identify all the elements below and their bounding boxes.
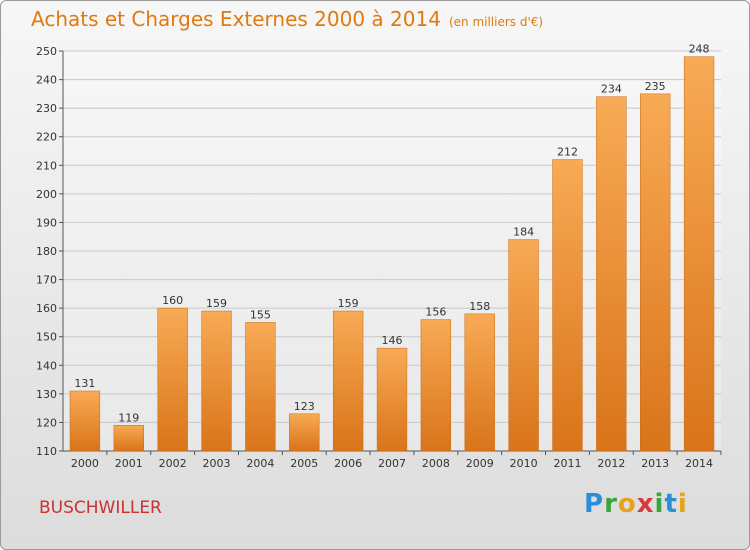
logo-letter: i — [654, 489, 665, 519]
bar — [552, 159, 583, 452]
data-label: 158 — [469, 300, 490, 313]
bar — [683, 56, 715, 452]
y-tick-label: 240 — [36, 74, 57, 87]
x-tick-label: 2009 — [466, 457, 494, 470]
data-label: 146 — [382, 334, 403, 347]
bar — [464, 313, 495, 452]
y-tick-label: 230 — [36, 102, 57, 115]
bar — [420, 319, 452, 452]
x-tick-label: 2014 — [685, 457, 713, 470]
bar — [289, 413, 320, 452]
data-label: 155 — [250, 308, 271, 321]
y-tick-label: 250 — [36, 45, 57, 58]
logo-letter: x — [636, 489, 655, 519]
x-tick-label: 2000 — [71, 457, 99, 470]
x-tick-label: 2011 — [553, 457, 581, 470]
y-tick-label: 120 — [36, 416, 57, 429]
logo-letter: t — [664, 489, 678, 519]
bar — [157, 307, 188, 452]
data-label: 156 — [425, 306, 446, 319]
x-tick-label: 2002 — [159, 457, 187, 470]
y-tick-label: 140 — [36, 359, 57, 372]
data-label: 184 — [513, 226, 534, 239]
bar — [113, 425, 144, 452]
data-label: 212 — [557, 146, 578, 159]
y-tick-label: 200 — [36, 188, 57, 201]
bar — [508, 239, 539, 452]
bar — [245, 322, 276, 452]
data-label: 159 — [338, 297, 359, 310]
y-tick-label: 190 — [36, 216, 57, 229]
logo-letter: i — [677, 489, 688, 519]
logo-letter: r — [604, 489, 618, 519]
x-tick-label: 2007 — [378, 457, 406, 470]
x-tick-label: 2012 — [597, 457, 625, 470]
x-tick-label: 2006 — [334, 457, 362, 470]
chart-title-text: Achats et Charges Externes 2000 à 2014 — [31, 7, 441, 31]
bar — [596, 96, 627, 452]
x-tick-label: 2013 — [641, 457, 669, 470]
logo-letter: P — [584, 489, 605, 519]
data-label: 234 — [601, 83, 622, 96]
chart-unit-text: (en milliers d'€) — [448, 15, 544, 29]
chart-title: Achats et Charges Externes 2000 à 2014 (e… — [31, 7, 543, 31]
x-tick-label: 2010 — [510, 457, 538, 470]
y-tick-label: 210 — [36, 159, 57, 172]
y-tick-label: 130 — [36, 388, 57, 401]
bar — [69, 390, 101, 452]
data-label: 248 — [689, 43, 710, 56]
bar — [201, 310, 232, 452]
y-tick-label: 160 — [36, 302, 57, 315]
bar — [640, 93, 671, 452]
data-label: 159 — [206, 297, 227, 310]
x-tick-label: 2001 — [115, 457, 143, 470]
y-tick-label: 150 — [36, 331, 57, 344]
x-tick-label: 2004 — [246, 457, 274, 470]
data-label: 131 — [74, 377, 95, 390]
bar — [332, 310, 364, 452]
town-name: BUSCHWILLER — [39, 498, 162, 518]
logo-letter: o — [617, 489, 637, 519]
data-label: 123 — [294, 400, 315, 413]
x-tick-label: 2003 — [203, 457, 231, 470]
y-tick-label: 170 — [36, 274, 57, 287]
y-tick-label: 110 — [36, 445, 57, 458]
data-label: 160 — [162, 294, 183, 307]
data-label: 235 — [645, 80, 666, 93]
y-tick-label: 180 — [36, 245, 57, 258]
y-tick-label: 220 — [36, 131, 57, 144]
x-tick-label: 2005 — [290, 457, 318, 470]
x-tick-label: 2008 — [422, 457, 450, 470]
proxiti-logo: Proxiti — [584, 489, 688, 519]
bar — [376, 347, 408, 452]
data-label: 119 — [118, 411, 139, 424]
